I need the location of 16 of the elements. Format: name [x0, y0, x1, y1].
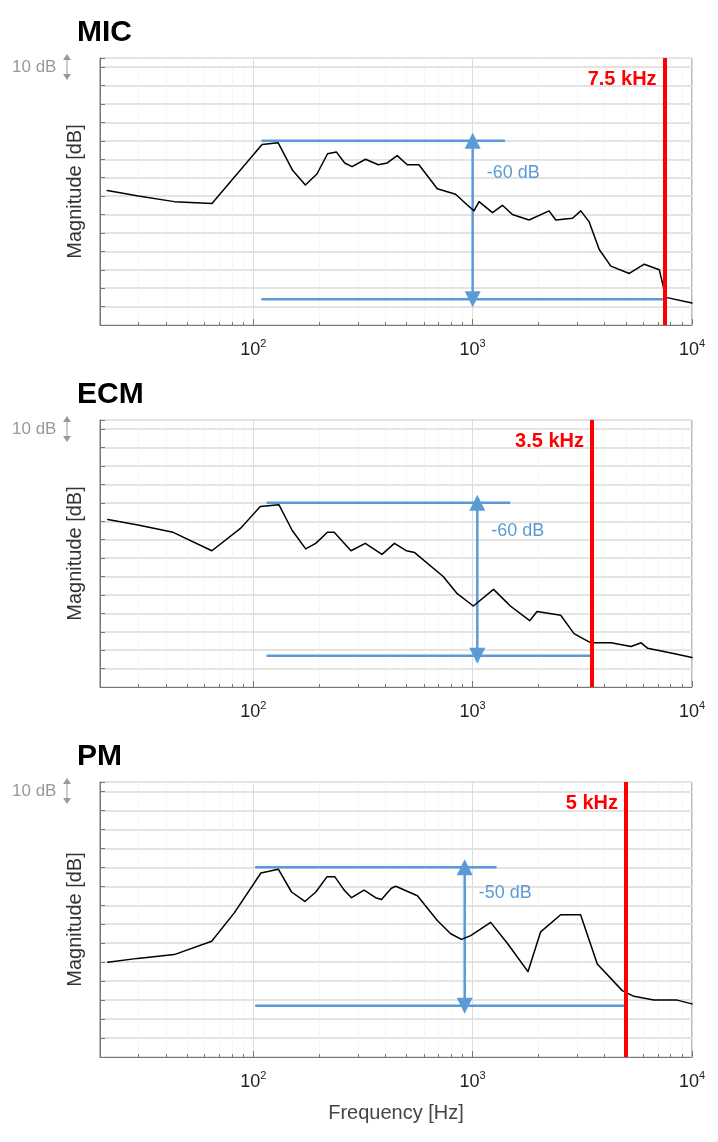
x-axis-title: Frequency [Hz]: [328, 1101, 464, 1123]
chart-title: ECM: [77, 375, 144, 409]
text: 10 dB: [12, 419, 57, 439]
chart-title: PM: [77, 737, 122, 771]
annotation: -50 dB: [478, 882, 532, 902]
ref-line-label: 5 kHz: [565, 791, 618, 813]
ref-line-label: 7.5 kHz: [587, 67, 657, 89]
y-axis-title: Magnitude [dB]: [63, 852, 85, 987]
chart-title: MIC: [77, 13, 132, 47]
y-axis-title: Magnitude [dB]: [63, 486, 85, 621]
ref-line-label: 3.5 kHz: [515, 429, 584, 451]
text: 10 dB: [12, 57, 57, 77]
text: 10 dB: [12, 781, 57, 801]
y-axis-title: Magnitude [dB]: [63, 124, 85, 259]
annotation: -60 dB: [491, 520, 545, 541]
annotation: -60 dB: [486, 162, 540, 183]
